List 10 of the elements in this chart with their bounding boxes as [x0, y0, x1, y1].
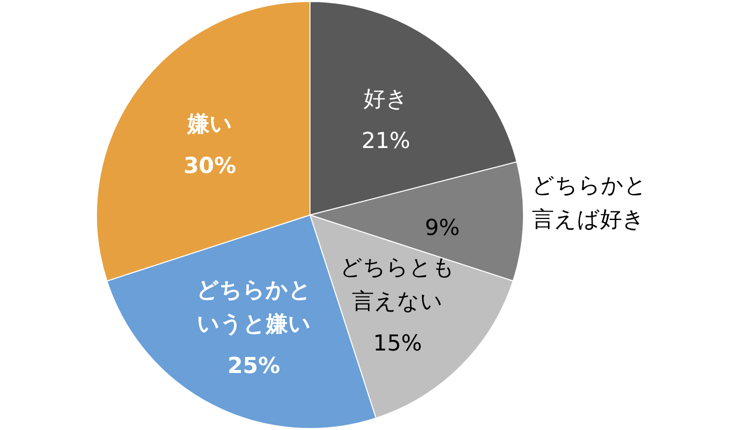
slice-label: どちらとも言えない — [340, 255, 456, 314]
data-label: 21% — [361, 128, 410, 154]
data-label: 30% — [183, 154, 236, 179]
slice-label: 嫌い — [186, 112, 232, 137]
slice-label: どちらかというと嫌い — [196, 278, 312, 338]
slice-label: 好き — [363, 86, 408, 112]
data-label: 15% — [373, 331, 422, 356]
slice-label: どちらかと言えば好き — [532, 174, 647, 233]
data-label: 25% — [227, 354, 280, 380]
data-label: 9% — [424, 216, 460, 241]
